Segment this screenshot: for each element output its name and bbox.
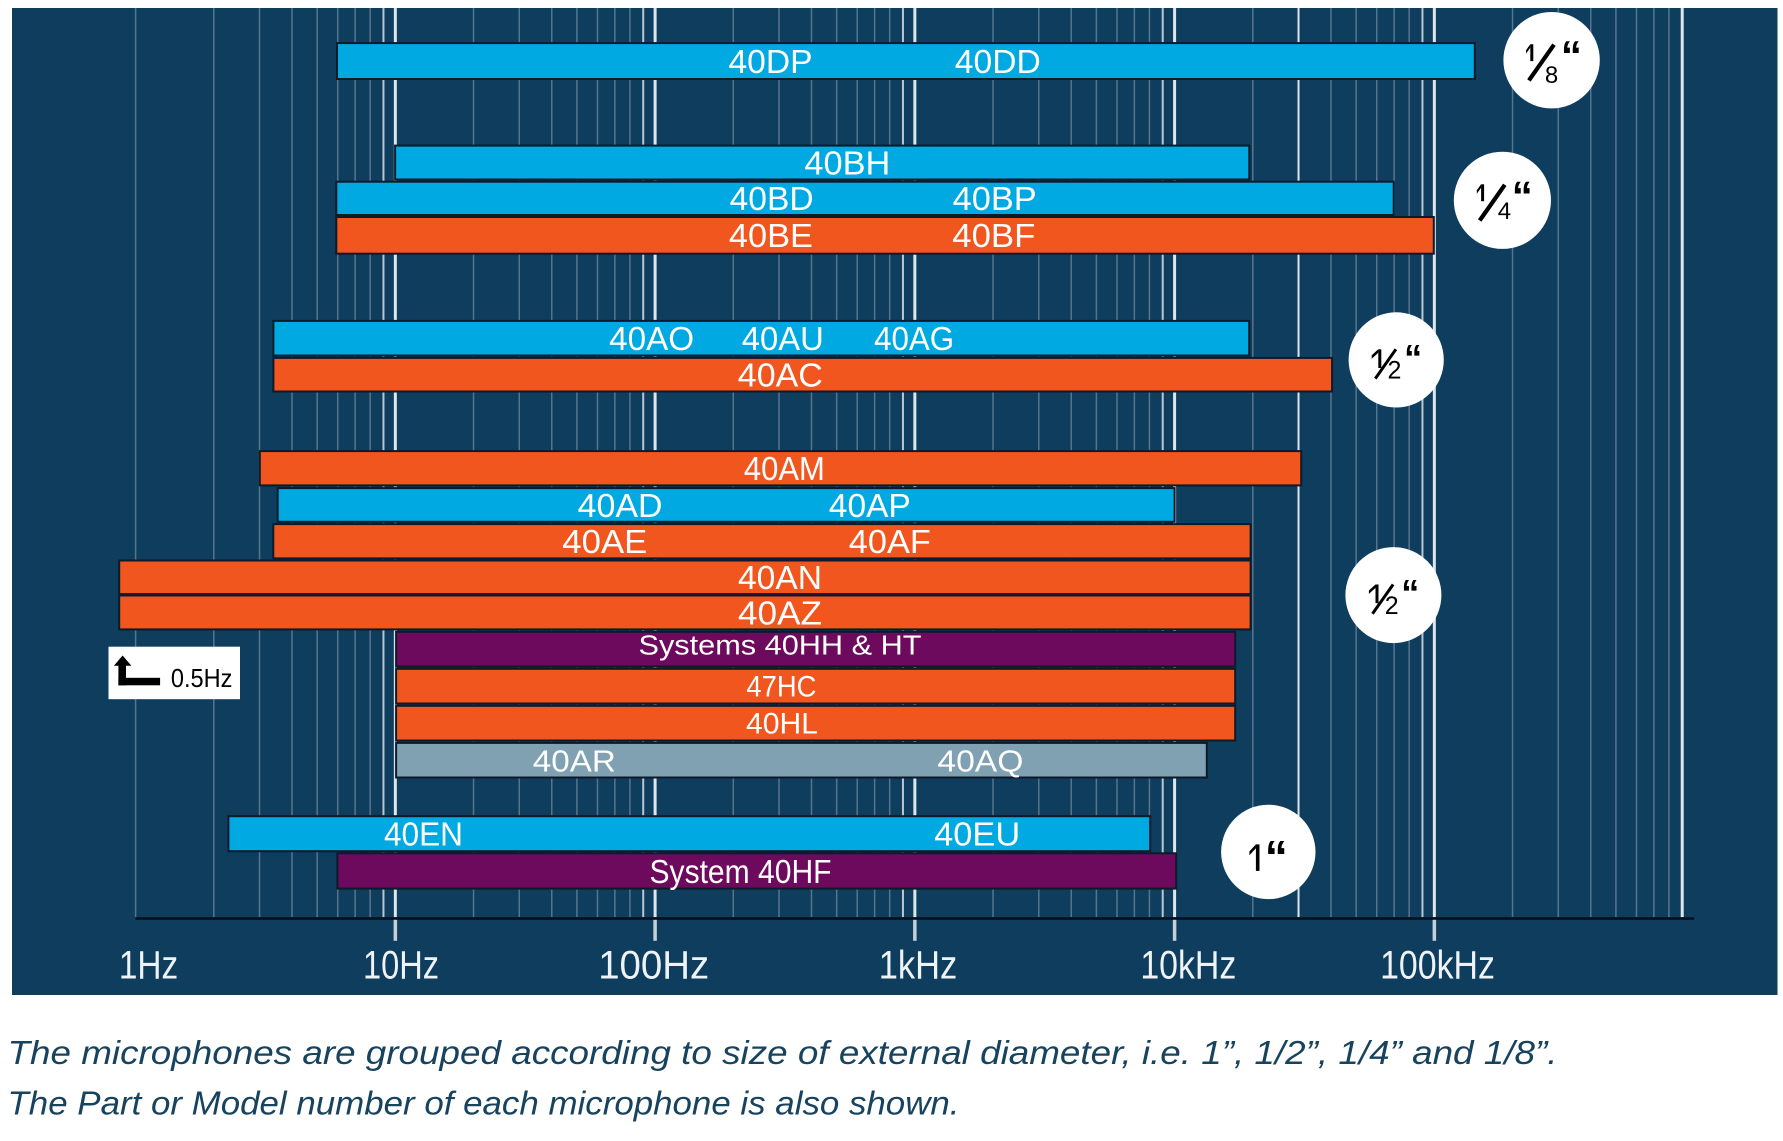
- svg-text:10kHz: 10kHz: [1140, 942, 1236, 987]
- svg-text:10Hz: 10Hz: [363, 942, 439, 987]
- svg-text:40AE: 40AE: [562, 523, 647, 560]
- svg-text:40BD: 40BD: [730, 180, 814, 217]
- svg-text:40AQ: 40AQ: [937, 743, 1023, 778]
- svg-text:40BP: 40BP: [953, 180, 1037, 217]
- svg-text:47HC: 47HC: [746, 671, 816, 704]
- svg-text:40AP: 40AP: [829, 487, 911, 524]
- svg-text:“: “: [1561, 32, 1582, 79]
- svg-text:“: “: [1265, 831, 1288, 883]
- svg-text:40AO: 40AO: [609, 320, 694, 357]
- svg-text:40EN: 40EN: [384, 816, 463, 853]
- svg-text:40EU: 40EU: [934, 816, 1020, 853]
- svg-text:40AN: 40AN: [738, 559, 822, 596]
- svg-text:“: “: [1401, 572, 1419, 613]
- svg-text:1kHz: 1kHz: [879, 942, 958, 987]
- svg-text:40AC: 40AC: [738, 357, 823, 394]
- svg-text:2: 2: [1385, 592, 1399, 620]
- svg-text:40BH: 40BH: [804, 144, 890, 181]
- svg-text:40BF: 40BF: [952, 217, 1035, 254]
- svg-text:100kHz: 100kHz: [1380, 942, 1495, 987]
- svg-text:40DD: 40DD: [955, 43, 1041, 80]
- svg-text:40AZ: 40AZ: [738, 594, 822, 631]
- svg-text:1Hz: 1Hz: [119, 942, 178, 987]
- svg-text:40AD: 40AD: [578, 487, 663, 524]
- svg-text:40BE: 40BE: [729, 217, 813, 254]
- svg-text:2: 2: [1388, 357, 1402, 385]
- svg-text:System 40HF: System 40HF: [650, 853, 832, 890]
- svg-text:“: “: [1404, 337, 1422, 378]
- svg-text:40HL: 40HL: [746, 708, 818, 741]
- svg-text:40AF: 40AF: [849, 523, 931, 560]
- svg-text:0.5Hz: 0.5Hz: [171, 663, 233, 693]
- svg-text:The microphones are grouped ac: The microphones are grouped according to…: [8, 1034, 1558, 1071]
- svg-text:The Part or Model number of ea: The Part or Model number of each microph…: [8, 1084, 960, 1121]
- svg-text:40AR: 40AR: [533, 743, 616, 778]
- svg-text:40DP: 40DP: [729, 43, 813, 80]
- svg-text:40AU: 40AU: [742, 320, 824, 357]
- svg-text:8: 8: [1545, 62, 1558, 89]
- svg-text:40AG: 40AG: [874, 320, 954, 357]
- svg-text:“: “: [1512, 172, 1533, 219]
- svg-text:40AM: 40AM: [744, 450, 825, 487]
- svg-text:Systems 40HH & HT: Systems 40HH & HT: [639, 629, 922, 660]
- svg-text:100Hz: 100Hz: [598, 942, 709, 987]
- svg-text:4: 4: [1498, 198, 1511, 225]
